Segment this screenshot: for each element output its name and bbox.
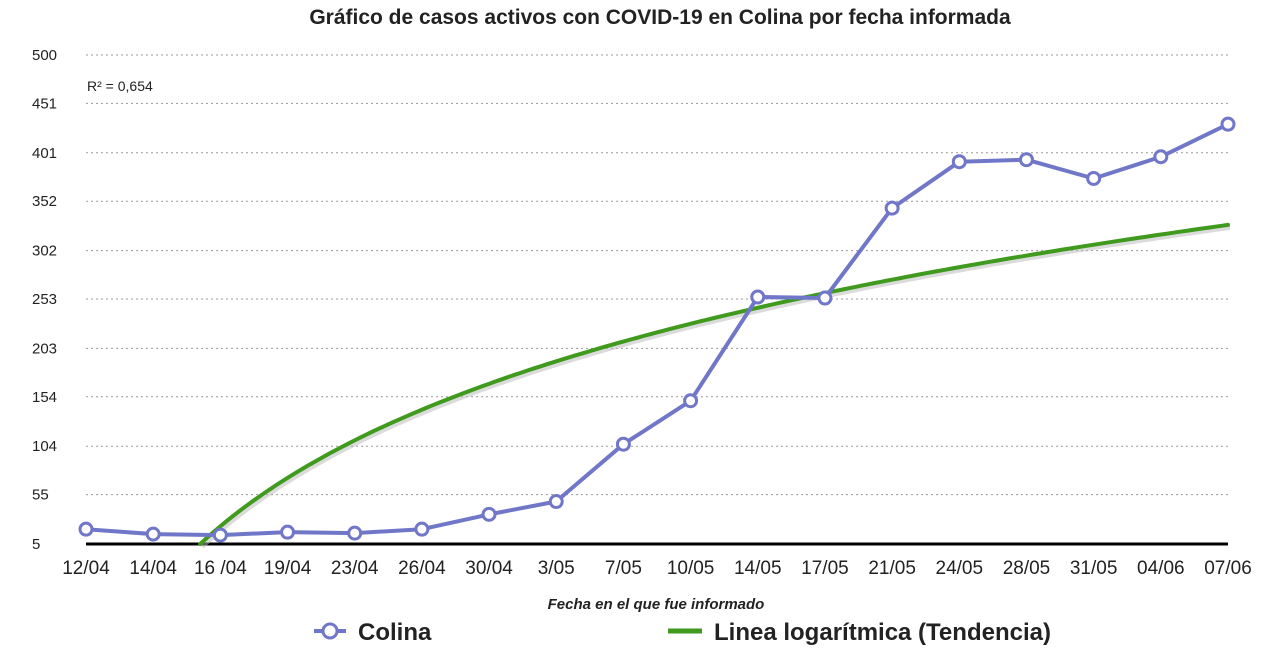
data-point-colina xyxy=(817,290,833,306)
legend-colina-marker xyxy=(321,622,339,640)
trendline xyxy=(198,222,1230,546)
x-tick-label: 10/05 xyxy=(667,558,715,579)
x-tick-label: 16 /04 xyxy=(194,558,247,579)
x-tick-label: 31/05 xyxy=(1070,558,1118,579)
legend-colina-label: Colina xyxy=(358,619,432,646)
x-tick-label: 19/04 xyxy=(264,558,312,579)
series-line-colina xyxy=(85,122,1229,538)
x-tick-label: 17/05 xyxy=(801,558,849,579)
data-point-colina xyxy=(414,521,430,537)
x-axis-title: Fecha en el que fue informado xyxy=(548,596,765,613)
x-tick-label: 07/06 xyxy=(1204,558,1252,579)
data-point-colina xyxy=(280,524,296,540)
r-squared-annotation: R² = 0,654 xyxy=(87,78,153,94)
trendline-layer xyxy=(198,222,1231,549)
data-point-colina xyxy=(1086,170,1102,186)
y-tick-label: 302 xyxy=(32,243,57,260)
data-point-colina xyxy=(951,154,967,170)
y-tick-label: 55 xyxy=(32,487,49,504)
x-tick-label: 23/04 xyxy=(331,558,379,579)
data-point-colina xyxy=(212,527,228,543)
data-point-colina xyxy=(1153,149,1169,165)
grid-lines xyxy=(86,54,1228,546)
data-point-colina xyxy=(1220,116,1236,132)
series-layer xyxy=(78,116,1236,543)
x-tick-labels: 12/04 14/04 16 /04 19/04 23/04 26/04 30/04 3/05… xyxy=(62,558,1252,579)
data-point-colina xyxy=(145,526,161,542)
x-tick-label: 28/05 xyxy=(1003,558,1051,579)
x-tick-label: 14/04 xyxy=(129,558,177,579)
y-tick-label: 5 xyxy=(32,536,40,553)
x-tick-label: 7/05 xyxy=(605,558,642,579)
x-tick-label: 12/04 xyxy=(62,558,110,579)
data-point-colina xyxy=(1018,152,1034,168)
x-tick-label: 14/05 xyxy=(734,558,782,579)
y-tick-label: 401 xyxy=(32,145,57,162)
data-point-colina xyxy=(750,289,766,305)
data-point-colina xyxy=(548,494,564,510)
x-tick-label: 21/05 xyxy=(868,558,916,579)
x-tick-label: 26/04 xyxy=(398,558,446,579)
x-tick-label: 24/05 xyxy=(936,558,984,579)
legend-item-colina: Colina xyxy=(314,619,432,646)
y-tick-label: 451 xyxy=(32,95,57,112)
data-point-colina xyxy=(615,436,631,452)
data-point-colina xyxy=(481,506,497,522)
legend-item-trendline: Linea logarítmica (Tendencia) xyxy=(668,619,1051,646)
y-tick-label: 500 xyxy=(32,47,57,64)
x-tick-label: 04/06 xyxy=(1137,558,1185,579)
x-tick-label: 30/04 xyxy=(465,558,513,579)
y-tick-label: 154 xyxy=(32,389,57,406)
legend: Colina Linea logarítmica (Tendencia) xyxy=(314,619,1051,646)
chart-title: Gráfico de casos activos con COVID-19 en… xyxy=(309,6,1011,29)
data-point-colina xyxy=(683,393,699,409)
y-tick-label: 203 xyxy=(32,340,57,357)
trendline-shadow xyxy=(200,225,1231,549)
data-point-colina xyxy=(884,200,900,216)
y-tick-label: 253 xyxy=(32,291,57,308)
x-tick-label: 3/05 xyxy=(538,558,575,579)
legend-trend-label: Linea logarítmica (Tendencia) xyxy=(714,619,1051,646)
data-point-colina xyxy=(347,525,363,541)
data-point-colina xyxy=(78,521,94,537)
y-tick-label: 104 xyxy=(32,438,57,455)
y-tick-label: 352 xyxy=(32,193,57,210)
